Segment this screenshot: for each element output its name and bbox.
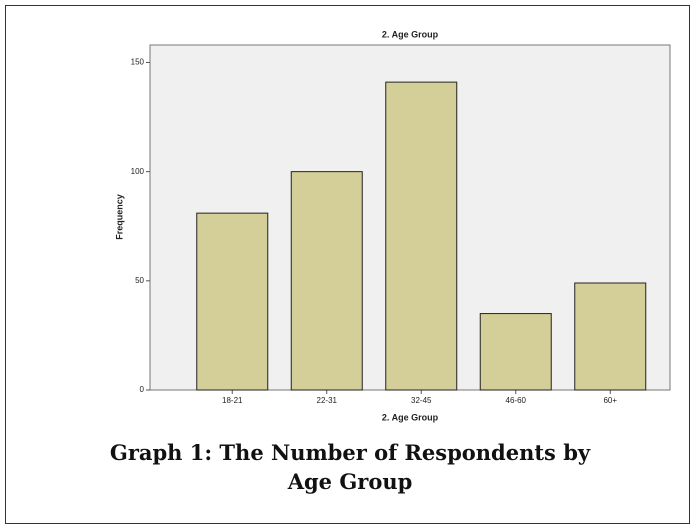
y-tick-label: 0 <box>140 385 145 394</box>
bar <box>385 81 458 391</box>
bar <box>290 171 363 391</box>
chart-title: 2. Age Group <box>382 29 439 39</box>
bar <box>479 313 552 391</box>
y-tick-label: 50 <box>135 276 144 285</box>
x-tick-label: 22-31 <box>317 396 338 405</box>
bar <box>196 212 269 391</box>
x-axis-label: 2. Age Group <box>382 412 439 422</box>
y-tick-label: 100 <box>131 167 145 176</box>
x-tick-label: 46-60 <box>506 396 527 405</box>
x-tick-label: 32-45 <box>411 396 432 405</box>
figure-frame <box>5 5 690 524</box>
x-tick-label: 18-21 <box>222 396 243 405</box>
y-tick-label: 150 <box>131 58 145 67</box>
caption: Graph 1: The Number of Respondents by Ag… <box>109 440 591 494</box>
x-tick-label: 60+ <box>603 396 617 405</box>
y-axis-label: Frequency <box>114 194 124 240</box>
bar <box>574 282 647 391</box>
